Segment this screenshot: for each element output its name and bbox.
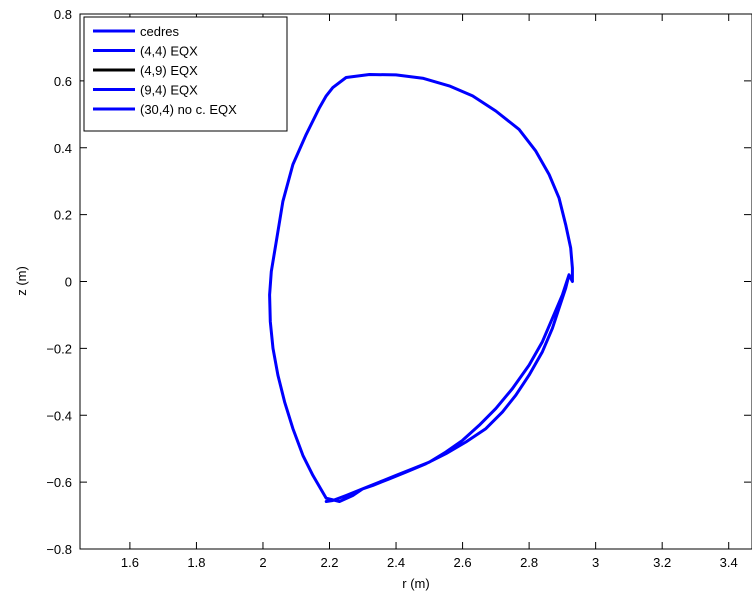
legend-label: (9,4) EQX (140, 83, 198, 98)
legend-label: cedres (140, 24, 180, 39)
x-tick-label: 1.8 (187, 555, 205, 570)
y-axis-label: z (m) (14, 266, 29, 296)
series-layer (268, 73, 574, 503)
y-tick-labels: 0.8 0.6 0.4 0.2 0 −0.2 −0.4 −0.6 −0.8 (46, 7, 72, 557)
ticks (80, 13, 751, 550)
x-tick-label: 2.2 (320, 555, 338, 570)
x-tick-label: 2.6 (454, 555, 472, 570)
y-tick-label: 0.6 (54, 74, 72, 89)
x-tick-label: 2.4 (387, 555, 405, 570)
x-tick-label: 2.8 (520, 555, 538, 570)
x-tick-label: 3.2 (653, 555, 671, 570)
x-axis-label: r (m) (402, 576, 429, 591)
y-tick-label: 0 (65, 275, 72, 290)
x-tick-label: 3.4 (720, 555, 738, 570)
y-tick-label: −0.4 (46, 408, 72, 423)
legend-label: (4,4) EQX (140, 44, 198, 59)
x-tick-label: 2 (259, 555, 266, 570)
series-line (268, 73, 574, 503)
legend-entries: cedres (4,4) EQX (4,9) EQX (9,4) EQX (30,4) … (93, 24, 237, 117)
y-tick-label: −0.8 (46, 542, 72, 557)
legend-label: (30,4) no c. EQX (140, 102, 237, 117)
y-tick-label: −0.6 (46, 475, 72, 490)
y-tick-label: 0.2 (54, 208, 72, 223)
legend-label: (4,9) EQX (140, 63, 198, 78)
legend: cedres (4,4) EQX (4,9) EQX (9,4) EQX (30,4) … (83, 16, 288, 132)
x-tick-labels: 1.6 1.8 2 2.2 2.4 2.6 2.8 3 3.2 3.4 (121, 555, 738, 570)
y-tick-label: −0.2 (46, 341, 72, 356)
x-tick-label: 3 (592, 555, 599, 570)
legend-box (83, 16, 288, 132)
x-tick-label: 1.6 (121, 555, 139, 570)
y-tick-label: 0.4 (54, 141, 72, 156)
y-tick-label: 0.8 (54, 7, 72, 22)
